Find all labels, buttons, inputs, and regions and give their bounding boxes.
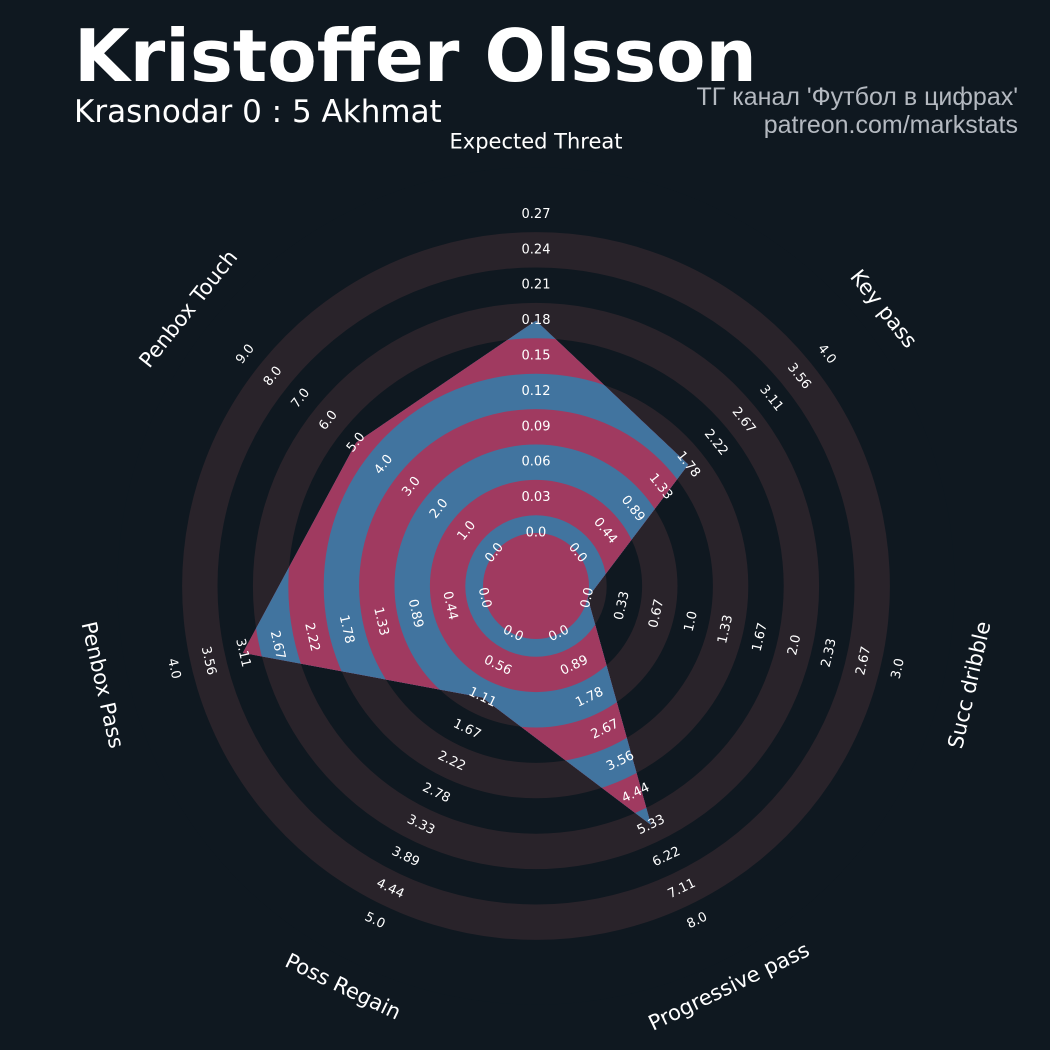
tick-label: 1.0 bbox=[682, 610, 701, 634]
tick-label: 2.33 bbox=[819, 637, 840, 669]
axis-label: Expected Threat bbox=[450, 129, 623, 153]
tick-label: 2.67 bbox=[853, 645, 874, 677]
tick-label: 0.18 bbox=[522, 313, 551, 328]
tick-label: 0.89 bbox=[405, 598, 426, 630]
tick-label: 3.0 bbox=[889, 657, 908, 681]
tick-label: 0.06 bbox=[522, 455, 551, 470]
tick-label: 3.11 bbox=[232, 637, 253, 669]
player-ring bbox=[483, 533, 589, 639]
tick-label: 0.33 bbox=[612, 590, 633, 622]
tick-label: 0.03 bbox=[522, 490, 551, 505]
tick-label: 0.0 bbox=[578, 586, 597, 610]
tick-label: 0.0 bbox=[475, 586, 494, 610]
tick-label: 0.0 bbox=[526, 526, 547, 541]
tick-label: 0.15 bbox=[522, 349, 551, 364]
tick-label: 2.67 bbox=[267, 629, 288, 661]
tick-label: 0.24 bbox=[522, 242, 551, 257]
credit-patreon: patreon.com/markstats bbox=[763, 111, 1018, 139]
tick-label: 0.12 bbox=[522, 384, 551, 399]
tick-label: 3.56 bbox=[198, 645, 219, 677]
tick-label: 4.0 bbox=[164, 657, 183, 681]
tick-label: 2.0 bbox=[785, 633, 804, 657]
tick-label: 0.27 bbox=[522, 207, 551, 222]
tick-label: 0.44 bbox=[439, 590, 460, 622]
tick-label: 1.33 bbox=[715, 614, 736, 646]
tick-label: 2.22 bbox=[301, 621, 322, 653]
tick-label: 1.78 bbox=[336, 614, 357, 646]
chart-subtitle: Krasnodar 0 : 5 Akhmat bbox=[74, 94, 442, 130]
credit-telegram: ТГ канал 'Футбол в цифрах' bbox=[696, 83, 1018, 111]
tick-label: 0.21 bbox=[522, 278, 551, 293]
chart-title: Kristoffer Olsson bbox=[74, 14, 757, 98]
tick-label: 1.67 bbox=[750, 621, 771, 653]
tick-label: 0.09 bbox=[522, 419, 551, 434]
tick-label: 1.33 bbox=[370, 606, 391, 638]
tick-label: 0.67 bbox=[646, 598, 667, 630]
